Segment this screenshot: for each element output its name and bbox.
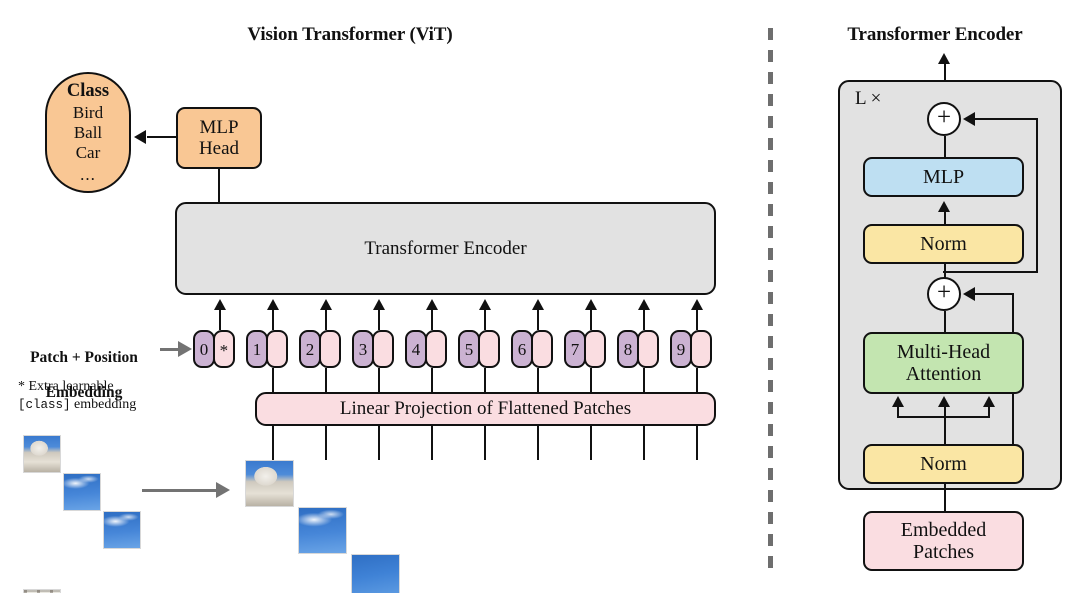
embedding-label-line1: Patch + Position xyxy=(30,348,138,366)
position-embedding-2: 2 xyxy=(299,330,321,368)
patch-embedding-2 xyxy=(318,330,341,368)
mlp-block: MLP xyxy=(863,157,1024,197)
norm2-to-mlp-line xyxy=(943,211,946,225)
mlp-head-to-class-arrowhead xyxy=(134,130,146,144)
token-9: 9 xyxy=(670,330,714,368)
flattened-patch-2 xyxy=(298,507,347,554)
residual-top-arrow-horizontal xyxy=(975,118,1038,121)
embedding-label-arrowhead xyxy=(178,341,192,357)
add-mid-symbol: + xyxy=(936,278,952,306)
encoder-output-arrowhead xyxy=(938,53,950,64)
panel-divider xyxy=(768,28,773,570)
residual-mid-arrow-horizontal xyxy=(975,293,1014,296)
repeat-count-label: L × xyxy=(855,88,882,109)
embedded-patches-to-norm-line xyxy=(943,483,946,512)
embedded-patches-block: Embedded Patches xyxy=(863,511,1024,571)
norm-lower-block: Norm xyxy=(863,444,1024,484)
token-5: 5 xyxy=(458,330,502,368)
position-embedding-9: 9 xyxy=(670,330,692,368)
position-embedding-7: 7 xyxy=(564,330,586,368)
residual-top-vertical xyxy=(1036,118,1039,273)
mlp-head-to-encoder-line xyxy=(218,168,221,203)
class-heading: Class xyxy=(66,81,110,102)
class-item-car: Car xyxy=(75,142,101,162)
position-embedding-5: 5 xyxy=(458,330,480,368)
patch-embedding-3 xyxy=(371,330,394,368)
patch-embedding-8 xyxy=(636,330,659,368)
multi-head-attention-block: Multi-Head Attention xyxy=(863,332,1024,394)
add-mid: + xyxy=(927,277,961,311)
norm2-to-mlp-arrowhead xyxy=(938,201,950,212)
position-embedding-4: 4 xyxy=(405,330,427,368)
encoder-output-line xyxy=(943,62,946,95)
residual-top-bottom-horizontal xyxy=(943,271,1038,274)
norm-upper-block: Norm xyxy=(863,224,1024,264)
source-image-patch-grid xyxy=(23,435,141,593)
qkv-arrowhead-q xyxy=(891,396,904,407)
footnote-line2: [class] embedding xyxy=(18,396,198,414)
patch-embedding-4 xyxy=(424,330,447,368)
grid-to-strip-line xyxy=(142,489,218,492)
flattened-patch-strip xyxy=(245,460,400,593)
footnote-class-code: [class] xyxy=(18,397,71,412)
add-top: + xyxy=(927,102,961,136)
patch-embedding-5 xyxy=(477,330,500,368)
token-1: 1 xyxy=(246,330,290,368)
token-0: 0 * xyxy=(193,330,237,368)
mlp-head-to-class-line xyxy=(147,136,177,139)
token-4: 4 xyxy=(405,330,449,368)
linear-projection-box: Linear Projection of Flattened Patches xyxy=(255,392,716,426)
class-ellipsis: ... xyxy=(80,164,96,184)
transformer-encoder-box: Transformer Encoder xyxy=(175,202,716,295)
left-panel-title: Vision Transformer (ViT) xyxy=(247,24,453,45)
token-6: 6 xyxy=(511,330,555,368)
class-token-patch-slot: * xyxy=(212,330,235,368)
patch-embedding-6 xyxy=(530,330,553,368)
qkv-arrowhead-v xyxy=(982,396,995,407)
position-embedding-8: 8 xyxy=(617,330,639,368)
class-token-asterisk: * xyxy=(219,340,229,360)
class-output-box: Class Bird Ball Car ... xyxy=(45,72,131,193)
norm-upper-to-add-mid-line xyxy=(943,263,946,288)
patch-embedding-9 xyxy=(689,330,712,368)
embedding-label-line2: Embedding xyxy=(45,383,123,401)
token-2: 2 xyxy=(299,330,343,368)
add-top-symbol: + xyxy=(936,103,952,131)
residual-mid-arrowhead xyxy=(963,287,975,301)
class-item-bird: Bird xyxy=(72,103,104,123)
qkv-arrowhead-k xyxy=(938,396,950,407)
flattened-patch-1 xyxy=(245,460,294,507)
grid-to-strip-arrowhead xyxy=(216,482,230,498)
residual-top-arrowhead xyxy=(963,112,975,126)
position-embedding-0: 0 xyxy=(193,330,215,368)
flattened-patch-3 xyxy=(351,554,400,593)
token-7: 7 xyxy=(564,330,608,368)
source-patch-r0-c2 xyxy=(103,511,141,549)
position-embedding-1: 1 xyxy=(246,330,268,368)
position-embedding-6: 6 xyxy=(511,330,533,368)
add-mid-to-mha-line xyxy=(943,311,946,333)
right-panel-title: Transformer Encoder xyxy=(847,24,1023,45)
patch-embedding-1 xyxy=(265,330,288,368)
source-patch-r0-c1 xyxy=(63,473,101,511)
mlp-to-add-line xyxy=(943,136,946,158)
patch-embedding-7 xyxy=(583,330,606,368)
token-8: 8 xyxy=(617,330,661,368)
source-patch-r0-c0 xyxy=(23,435,61,473)
token-3: 3 xyxy=(352,330,396,368)
footnote-line2-tail: embedding xyxy=(70,396,137,412)
class-token-footnote: * Extra learnable [class] embedding xyxy=(18,378,198,414)
class-item-ball: Ball xyxy=(73,122,103,142)
patch-position-embedding-label: Patch + Position Embedding xyxy=(8,331,160,419)
footnote-line1: * Extra learnable xyxy=(18,379,114,394)
source-patch-r1-c0 xyxy=(23,589,61,593)
position-embedding-3: 3 xyxy=(352,330,374,368)
embedding-label-arrow-line xyxy=(160,348,179,351)
